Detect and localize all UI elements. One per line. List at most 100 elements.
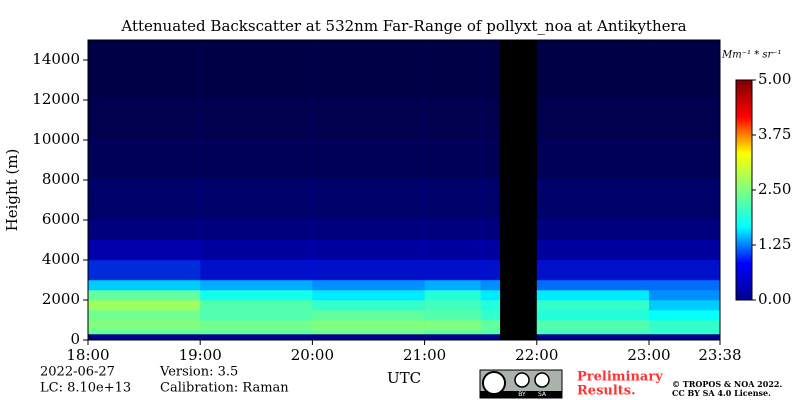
heat-cell	[536, 300, 650, 311]
heat-cell	[312, 290, 425, 301]
heat-cell	[200, 280, 313, 291]
heat-cell	[88, 220, 201, 241]
heat-cell	[312, 330, 425, 335]
colorbar-tick-label: 3.75	[758, 125, 791, 143]
heat-cell	[312, 260, 425, 281]
copyright: CC BY SA 4.0 License.	[672, 388, 771, 398]
heat-cell	[88, 180, 201, 221]
heat-cell	[200, 260, 313, 281]
heat-cell	[648, 290, 721, 301]
x-tick-label: 23:00	[627, 346, 670, 364]
heat-cell	[312, 320, 425, 331]
heat-cell	[536, 240, 650, 261]
heat-cell	[312, 300, 425, 311]
heat-cell	[480, 260, 501, 281]
heat-cell	[200, 300, 313, 311]
heat-cell	[200, 330, 313, 335]
lc: LC: 8.10e+13	[40, 381, 131, 396]
heat-cell	[480, 140, 501, 181]
colorbar	[735, 79, 753, 301]
heat-cell	[200, 220, 313, 241]
heat-cell	[536, 320, 650, 331]
heat-cell	[648, 180, 721, 221]
heat-cell	[88, 260, 201, 281]
x-tick-label: 23:38	[698, 346, 741, 364]
heat-cell	[424, 40, 481, 101]
chart-title: Attenuated Backscatter at 532nm Far-Rang…	[120, 17, 686, 35]
heat-cell	[648, 260, 721, 281]
badge-sa-text: SA	[538, 391, 547, 398]
heat-cell	[200, 100, 313, 141]
heat-cell	[312, 40, 425, 101]
heat-cell	[200, 240, 313, 261]
heat-cell	[648, 320, 721, 331]
heat-cell	[424, 260, 481, 281]
heat-cell	[648, 100, 721, 141]
heat-cell	[536, 310, 650, 321]
heat-cell	[88, 290, 201, 301]
heat-cell	[480, 100, 501, 141]
colorbar-tick-label: 0.00	[758, 290, 791, 308]
heat-cell	[88, 310, 201, 321]
x-tick-label: 18:00	[66, 346, 109, 364]
heat-cell	[88, 40, 201, 101]
heat-cell	[88, 334, 201, 341]
heat-cell	[480, 320, 501, 331]
heat-cell	[480, 280, 501, 291]
heat-cell	[536, 40, 650, 101]
heat-cell	[480, 290, 501, 301]
heat-cell	[424, 334, 481, 341]
y-tick-label: 12000	[32, 90, 80, 108]
copyright: © TROPOS & NOA 2022.	[672, 379, 782, 389]
heat-cell	[480, 300, 501, 311]
heat-cell	[648, 310, 721, 321]
heat-cell	[312, 240, 425, 261]
heat-cell	[480, 220, 501, 241]
plot-frame	[87, 39, 721, 341]
date: 2022-06-27	[40, 365, 115, 380]
y-tick-label: 0	[70, 330, 80, 348]
y-tick-label: 8000	[42, 170, 80, 188]
heat-cell	[648, 40, 721, 101]
x-tick-label: 19:00	[179, 346, 222, 364]
badge-cc	[482, 371, 506, 395]
heat-cell	[200, 320, 313, 331]
heat-cell	[536, 220, 650, 241]
x-tick-label: 22:00	[515, 346, 558, 364]
heat-cell	[312, 220, 425, 241]
colorbar-tick-label: 1.25	[758, 235, 791, 253]
badge-by-text: BY	[518, 391, 526, 398]
heat-cell	[200, 180, 313, 221]
heat-cell	[312, 100, 425, 141]
heat-cell	[424, 100, 481, 141]
y-tick-label: 6000	[42, 210, 80, 228]
heat-cell	[88, 300, 201, 311]
heat-cell	[648, 220, 721, 241]
heat-cell	[88, 280, 201, 291]
y-tick-label: 14000	[32, 50, 80, 68]
heat-cell	[88, 240, 201, 261]
heat-cell	[480, 334, 501, 341]
heat-cell	[200, 140, 313, 181]
heat-cell	[200, 310, 313, 321]
heat-cell	[312, 310, 425, 321]
colorbar-tick-label: 2.50	[758, 180, 791, 198]
heat-cell	[536, 280, 650, 291]
heat-cell	[424, 320, 481, 331]
heat-cell	[648, 240, 721, 261]
heat-cell	[312, 180, 425, 221]
heat-cell	[480, 40, 501, 101]
preliminary: Preliminary	[577, 370, 663, 385]
badge-by	[514, 372, 530, 388]
version: Version: 3.5	[159, 365, 238, 380]
y-tick-label: 4000	[42, 250, 80, 268]
heat-cell	[480, 240, 501, 261]
y-tick-label: 2000	[42, 290, 80, 308]
heat-cell	[312, 140, 425, 181]
badge-strip	[480, 391, 562, 398]
heat-cell	[480, 310, 501, 321]
heat-cell	[88, 100, 201, 141]
heat-cell	[424, 140, 481, 181]
heat-cell	[648, 140, 721, 181]
